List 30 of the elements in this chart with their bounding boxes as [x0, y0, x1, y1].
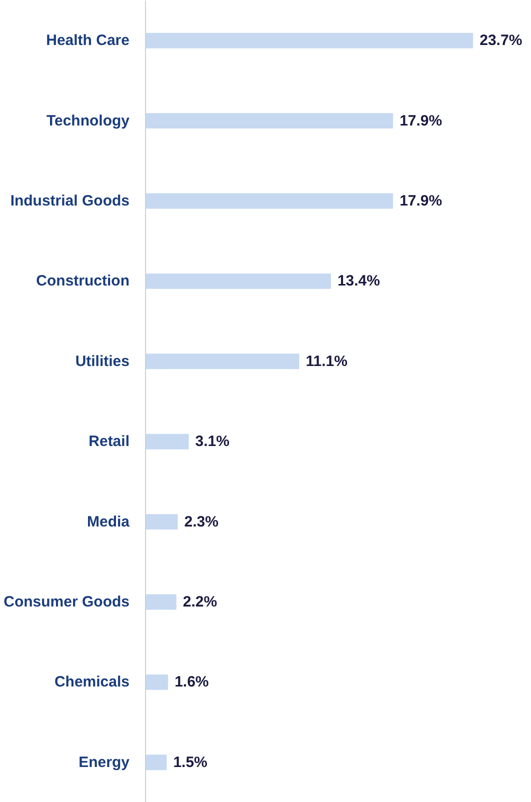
- y-tick-label: Chemicals: [54, 674, 130, 691]
- y-tick-label: Energy: [78, 754, 130, 771]
- data-label: 2.2%: [182, 594, 218, 610]
- data-label: 1.5%: [173, 754, 208, 771]
- data-label: 2.3%: [184, 513, 218, 530]
- data-label: 11.1%: [306, 352, 348, 370]
- bar: [146, 434, 189, 450]
- y-tick-label: Retail: [88, 433, 130, 450]
- data-label: 1.6%: [174, 674, 209, 691]
- data-label: 3.1%: [195, 433, 230, 450]
- y-tick-label: Health Care: [46, 32, 130, 50]
- data-label: 23.7%: [480, 32, 522, 50]
- bar: [146, 594, 176, 610]
- bar: [146, 193, 394, 209]
- y-tick-label: Media: [86, 513, 130, 530]
- bar: [146, 273, 331, 289]
- y-tick-label: Construction: [36, 272, 130, 290]
- data-label: 17.9%: [400, 112, 442, 130]
- data-label: 17.9%: [400, 192, 442, 210]
- y-tick-label: Technology: [46, 112, 130, 130]
- data-label: 13.4%: [337, 272, 380, 290]
- bar: [146, 113, 394, 129]
- y-tick-label: Industrial Goods: [10, 192, 130, 210]
- y-tick-label: Utilities: [75, 352, 130, 370]
- bar: [146, 674, 168, 690]
- y-tick-label: Consumer Goods: [4, 594, 130, 610]
- bar: [146, 354, 300, 370]
- bar: [146, 514, 178, 530]
- bar: [146, 32, 474, 48]
- bar: [146, 754, 167, 770]
